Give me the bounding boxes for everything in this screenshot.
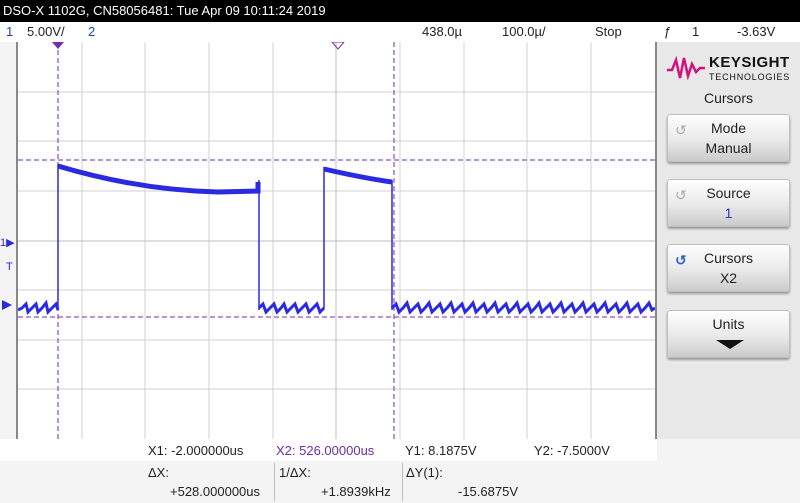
inverse-delta-x-value: +1.8939kHz [321, 484, 391, 499]
y2-readout: Y2: -7.5000V [534, 443, 610, 458]
trigger-channel[interactable]: 1 [692, 24, 700, 39]
corner-panel [657, 439, 800, 503]
cursors-softkey[interactable]: ↺ Cursors X2 [667, 244, 790, 292]
x1-marker [52, 42, 64, 49]
run-state[interactable]: Stop [595, 24, 622, 39]
delta-x-label: ΔX: [148, 465, 169, 480]
keysight-wave-icon [667, 56, 705, 80]
softkey-value: X2 [719, 270, 738, 286]
mode-softkey[interactable]: ↺ Mode Manual [667, 114, 790, 162]
divider [274, 463, 275, 501]
trigger-level[interactable]: -3.63V [737, 24, 776, 39]
trigger-level-arrow-icon [2, 300, 12, 310]
timebase-scale[interactable]: 100.0µ/ [502, 24, 546, 39]
brand-name: KEYSIGHT [709, 54, 790, 71]
trigger-marker: T [6, 261, 13, 273]
ch1-scale[interactable]: 5.00V/ [27, 24, 65, 39]
softkey-label: Mode [710, 120, 747, 136]
keysight-logo: KEYSIGHT TECHNOLOGIES [667, 48, 797, 88]
ch1-waveform [18, 163, 655, 315]
delta-x-value: +528.000000us [170, 484, 261, 499]
title-bar: DSO-X 1102G, CN58056481: Tue Apr 09 10:1… [0, 0, 800, 22]
divider [402, 463, 403, 501]
softkey-label: Units [712, 316, 745, 332]
rotate-knob-icon: ↺ [675, 122, 687, 138]
x1-readout: X1: -2.000000us [148, 443, 244, 458]
trigger-slope-icon: ƒ [664, 24, 672, 39]
units-softkey[interactable]: Units [667, 310, 790, 358]
source-softkey[interactable]: ↺ Source 1 [667, 179, 790, 227]
menu-title: Cursors [703, 90, 753, 106]
softkey-label: Source [706, 185, 751, 201]
submenu-arrow-down-icon [716, 340, 744, 349]
rotate-knob-icon: ↺ [675, 187, 687, 203]
delta-y-label: ΔY(1): [406, 465, 443, 480]
status-bar: 1 5.00V/ 2 438.0µ 100.0µ/ Stop ƒ 1 -3.63… [0, 22, 800, 42]
softkey-panel: KEYSIGHT TECHNOLOGIES Cursors ↺ Mode Man… [657, 42, 800, 439]
cursor-readout-bar: X1: -2.000000us X2: 526.00000us Y1: 8.18… [0, 439, 657, 503]
waveform-display[interactable] [16, 42, 657, 439]
softkey-label: Cursors [703, 250, 753, 266]
y1-readout: Y1: 8.1875V [405, 443, 477, 458]
waveform-graticule [18, 42, 655, 439]
softkey-value: Manual [705, 140, 752, 156]
rotate-knob-active-icon: ↺ [675, 252, 687, 268]
inverse-delta-x-label: 1/ΔX: [279, 465, 311, 480]
trigger-position-marker [331, 42, 345, 50]
ch1-ground-marker: 1▶ [0, 237, 15, 249]
delta-y-value: -15.6875V [458, 484, 518, 499]
timebase-position[interactable]: 438.0µ [422, 24, 463, 39]
brand-sub: TECHNOLOGIES [709, 72, 791, 82]
x2-readout: X2: 526.00000us [276, 443, 375, 458]
cursor-lines [18, 42, 655, 439]
ch2-number[interactable]: 2 [88, 24, 96, 39]
softkey-value: 1 [724, 205, 733, 221]
ch1-number[interactable]: 1 [6, 24, 14, 39]
